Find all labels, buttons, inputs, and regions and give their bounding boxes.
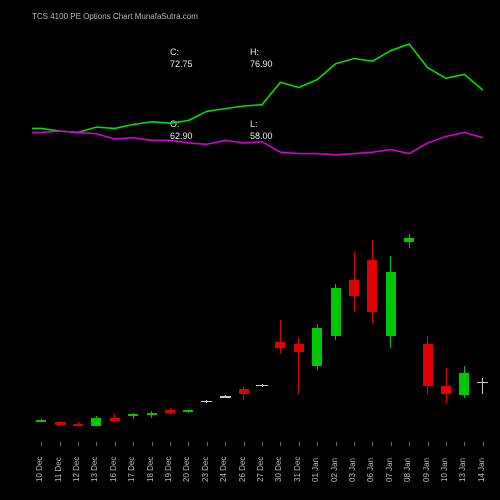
x-tick-label: 13 Dec <box>90 457 99 482</box>
candle-body <box>220 396 231 398</box>
x-tick <box>225 442 226 446</box>
x-tick-label: 17 Dec <box>127 457 136 482</box>
candle-body <box>275 342 285 348</box>
x-tick <box>464 442 465 446</box>
candlestick-layer <box>32 40 492 440</box>
x-tick <box>115 442 116 446</box>
x-tick <box>170 442 171 446</box>
x-tick-label: 03 Jan <box>348 458 357 482</box>
x-tick <box>188 442 189 446</box>
x-tick-label: 16 Dec <box>109 457 118 482</box>
candle-body <box>423 344 433 386</box>
candle-body <box>165 410 175 413</box>
x-tick <box>446 442 447 446</box>
x-tick <box>280 442 281 446</box>
candle-body <box>331 288 341 336</box>
candle-body <box>349 280 359 296</box>
x-tick <box>207 442 208 446</box>
x-tick <box>152 442 153 446</box>
x-tick-label: 26 Dec <box>238 457 247 482</box>
candle-body <box>73 424 83 426</box>
x-tick <box>41 442 42 446</box>
x-tick <box>133 442 134 446</box>
x-tick-label: 10 Jan <box>440 458 449 482</box>
x-tick-label: 30 Dec <box>274 457 283 482</box>
x-tick-label: 31 Dec <box>293 457 302 482</box>
x-tick-label: 02 Jan <box>330 458 339 482</box>
x-tick-label: 10 Dec <box>35 457 44 482</box>
candle-body <box>256 385 267 387</box>
x-tick-label: 12 Dec <box>72 457 81 482</box>
x-axis: 10 Dec 11 Dec 12 Dec 13 Dec 16 Dec 17 Dec 18 D… <box>32 442 492 500</box>
x-tick <box>372 442 373 446</box>
candle-body <box>477 382 488 384</box>
plot-area <box>32 40 492 440</box>
x-tick-label: 19 Dec <box>164 457 173 482</box>
x-tick <box>96 442 97 446</box>
candle-body <box>312 328 322 366</box>
x-tick <box>483 442 484 446</box>
x-tick-label: 14 Jan <box>477 458 486 482</box>
x-tick-label: 11 Dec <box>54 457 63 482</box>
candle-wick <box>280 320 281 354</box>
x-tick-label: 24 Dec <box>219 457 228 482</box>
x-tick <box>244 442 245 446</box>
x-tick <box>78 442 79 446</box>
chart-root: TCS 4100 PE Options Chart MunafaSutra.co… <box>0 0 500 500</box>
candle-body <box>404 238 414 241</box>
candle-body <box>110 418 120 421</box>
x-tick-label: 18 Dec <box>146 457 155 482</box>
x-tick <box>299 442 300 446</box>
candle-body <box>459 373 469 395</box>
x-tick-label: 07 Jan <box>385 458 394 482</box>
candle-body <box>128 414 138 416</box>
x-tick-label: 01 Jan <box>311 458 320 482</box>
x-tick-label: 09 Jan <box>422 458 431 482</box>
candle-body <box>147 413 157 415</box>
x-tick <box>354 442 355 446</box>
x-tick-label: 13 Jan <box>458 458 467 482</box>
candle-body <box>294 344 304 352</box>
x-tick-label: 20 Dec <box>182 457 191 482</box>
x-tick <box>409 442 410 446</box>
x-tick <box>317 442 318 446</box>
candle-body <box>239 389 249 394</box>
x-tick <box>262 442 263 446</box>
x-tick <box>60 442 61 446</box>
candle-body <box>55 422 65 424</box>
candle-body <box>183 410 193 412</box>
candle-body <box>386 272 396 336</box>
candle-body <box>36 420 46 422</box>
candle-body <box>367 260 377 312</box>
x-tick <box>391 442 392 446</box>
x-tick-label: 23 Dec <box>201 457 210 482</box>
x-tick-label: 06 Jan <box>366 458 375 482</box>
candle-body <box>91 418 101 426</box>
x-tick <box>336 442 337 446</box>
candle-body <box>441 386 451 394</box>
x-tick-label: 27 Dec <box>256 457 265 482</box>
x-tick <box>428 442 429 446</box>
candle-body <box>201 401 212 403</box>
x-tick-label: 08 Jan <box>403 458 412 482</box>
